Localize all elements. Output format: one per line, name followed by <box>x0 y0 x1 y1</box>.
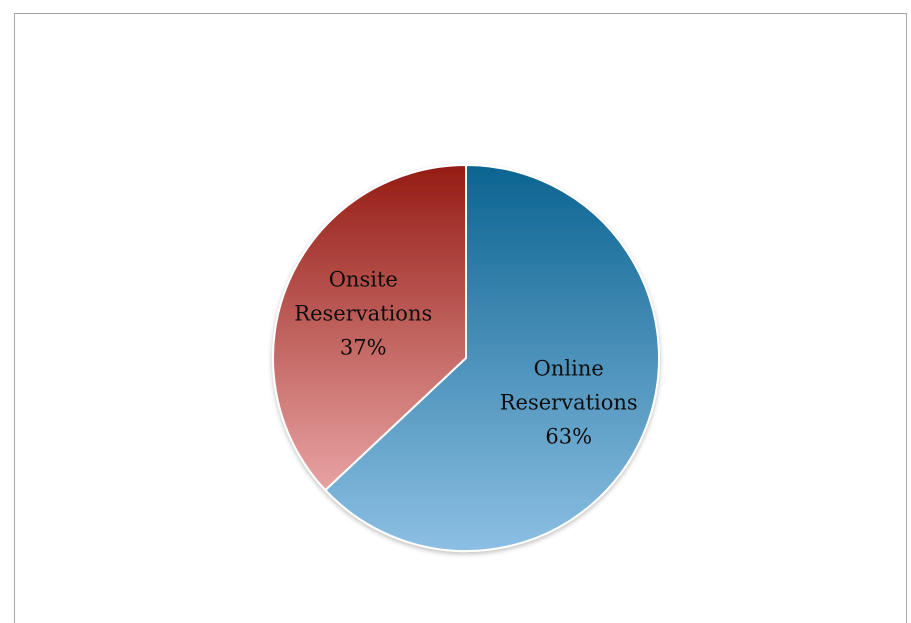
slice-name-label: Onsite <box>329 268 398 292</box>
slice-name-label: Reservations <box>294 302 432 326</box>
slice-name-label: Online <box>534 356 604 380</box>
slice-percent-label: 63% <box>545 424 592 448</box>
slice-label-onsite: Onsite Reservations 37% <box>294 268 432 360</box>
slice-label-online: Online Reservations 63% <box>500 356 638 448</box>
pie-slice-onsite <box>272 163 467 492</box>
slice-name-label: Reservations <box>500 390 638 414</box>
slice-percent-label: 37% <box>340 336 387 360</box>
pie-slice-online <box>323 163 660 552</box>
